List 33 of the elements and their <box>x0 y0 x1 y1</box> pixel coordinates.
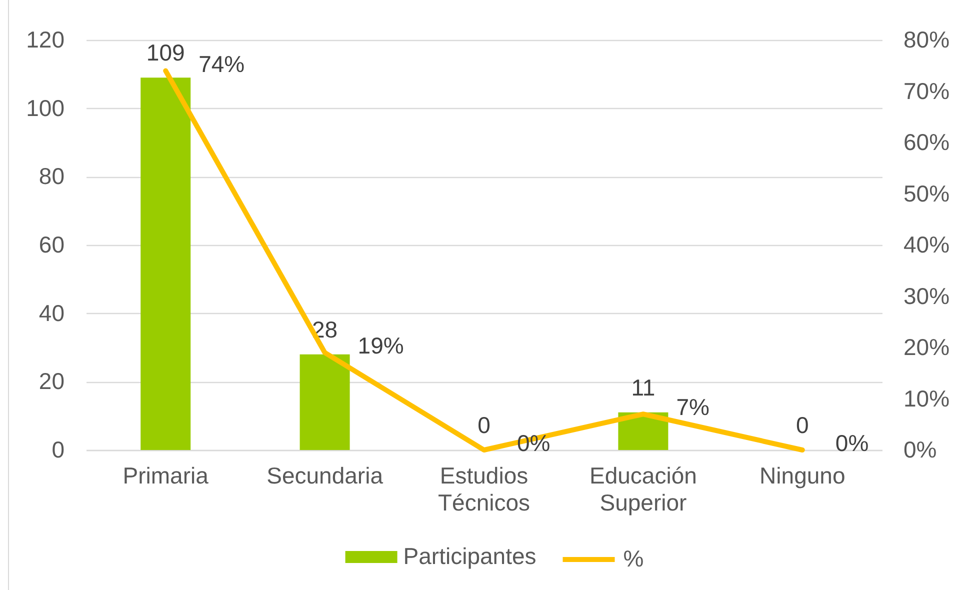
y-tick-label: 100 <box>26 94 64 121</box>
y-tick-label: 80 <box>38 163 64 190</box>
data-label: 7% <box>676 394 710 420</box>
bar <box>140 78 191 450</box>
x-tick-label: Ninguno <box>760 462 846 488</box>
data-label: 11 <box>631 374 656 400</box>
x-tick-label: Secundaria <box>266 462 384 488</box>
y-tick-label: 40 <box>38 300 64 326</box>
data-label: 0 <box>796 412 809 438</box>
bar <box>300 354 350 450</box>
x-tick-label: Estudios Técnicos <box>438 462 530 516</box>
x-tick-label: Educación Superior <box>589 462 697 516</box>
data-label: 0 <box>478 412 490 438</box>
y-tick-label: 0 <box>52 436 64 462</box>
y-tick-label: 20 <box>38 368 64 394</box>
y2-tick-label: 40% <box>904 232 950 258</box>
y2-tick-label: 60% <box>904 129 950 155</box>
y2-tick-label: 50% <box>904 180 950 206</box>
y-tick-label: 120 <box>26 26 64 52</box>
data-label: 19% <box>358 332 404 359</box>
y2-tick-label: 30% <box>904 282 950 309</box>
y-tick-label: 60 <box>38 232 64 258</box>
data-label: 109 <box>146 40 185 66</box>
y2-tick-label: 0% <box>904 436 937 462</box>
x-tick-label: Primaria <box>122 462 209 488</box>
y2-tick-label: 20% <box>904 334 950 360</box>
data-label: 0% <box>835 430 869 456</box>
y2-tick-label: 70% <box>904 78 950 104</box>
legend-label: Participantes <box>403 543 536 569</box>
y2-tick-label: 80% <box>904 26 950 52</box>
y2-tick-label: 10% <box>904 385 950 412</box>
data-label: 74% <box>198 50 245 77</box>
legend-label: % <box>623 546 644 572</box>
